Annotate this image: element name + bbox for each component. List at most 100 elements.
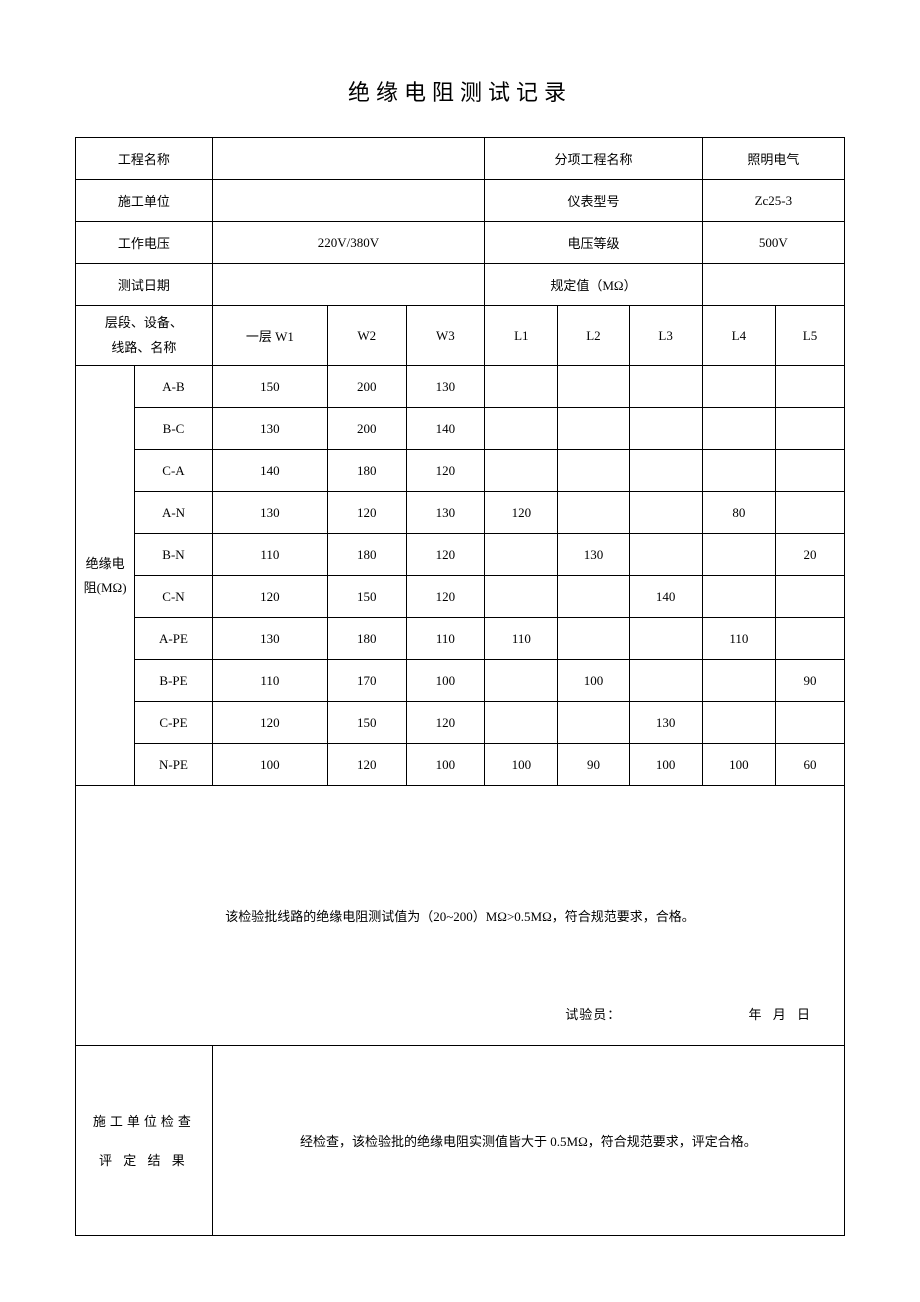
cell — [558, 618, 629, 660]
contractor-value — [212, 180, 484, 222]
cell: 130 — [629, 702, 702, 744]
data-row: A-N 130 120 130 120 80 — [76, 492, 845, 534]
eval-left-line1: 施工单位检查 — [84, 1102, 204, 1141]
cell — [485, 576, 558, 618]
col-w2: W2 — [327, 306, 406, 366]
eval-left-line2: 评 定 结 果 — [84, 1141, 204, 1180]
cell: 130 — [212, 618, 327, 660]
cell — [485, 702, 558, 744]
cell: 180 — [327, 534, 406, 576]
cell: 110 — [212, 534, 327, 576]
cell: 100 — [406, 744, 485, 786]
row-header-line2: 线路、名称 — [76, 336, 212, 361]
cell: 120 — [212, 576, 327, 618]
cell — [775, 702, 844, 744]
cell: 120 — [485, 492, 558, 534]
test-date-label: 测试日期 — [76, 264, 213, 306]
resistance-group-label: 绝缘电阻(MΩ) — [76, 366, 135, 786]
cell — [775, 408, 844, 450]
cell — [702, 366, 775, 408]
spec-value-label: 规定值（MΩ） — [485, 264, 703, 306]
voltage-class-label: 电压等级 — [485, 222, 703, 264]
cell: 120 — [406, 534, 485, 576]
data-row: C-A 140 180 120 — [76, 450, 845, 492]
cell: 130 — [558, 534, 629, 576]
cell — [485, 408, 558, 450]
col-w3: W3 — [406, 306, 485, 366]
cell — [629, 492, 702, 534]
cell: 180 — [327, 450, 406, 492]
cell: 100 — [702, 744, 775, 786]
cell: 100 — [558, 660, 629, 702]
cell — [558, 450, 629, 492]
row-label: A-N — [135, 492, 213, 534]
row-label: B-PE — [135, 660, 213, 702]
data-row: C-PE 120 150 120 130 — [76, 702, 845, 744]
row-label: A-B — [135, 366, 213, 408]
spec-value-value — [702, 264, 844, 306]
cell: 120 — [406, 702, 485, 744]
cell — [775, 366, 844, 408]
data-row: N-PE 100 120 100 100 90 100 100 60 — [76, 744, 845, 786]
note-text: 该检验批线路的绝缘电阻测试值为（20~200）MΩ>0.5MΩ，符合规范要求，合… — [225, 909, 695, 924]
evaluation-text: 经检查，该检验批的绝缘电阻实测值皆大于 0.5MΩ，符合规范要求，评定合格。 — [212, 1046, 844, 1236]
row-label: N-PE — [135, 744, 213, 786]
data-row: B-C 130 200 140 — [76, 408, 845, 450]
row-header-label: 层段、设备、 线路、名称 — [76, 306, 213, 366]
cell — [485, 660, 558, 702]
cell — [629, 660, 702, 702]
cell: 150 — [327, 702, 406, 744]
cell: 120 — [406, 576, 485, 618]
cell: 120 — [327, 492, 406, 534]
cell — [629, 534, 702, 576]
cell: 130 — [212, 492, 327, 534]
document-title: 绝缘电阻测试记录 — [75, 75, 845, 107]
evaluation-row: 施工单位检查 评 定 结 果 经检查，该检验批的绝缘电阻实测值皆大于 0.5MΩ… — [76, 1046, 845, 1236]
cell: 130 — [406, 492, 485, 534]
cell — [702, 534, 775, 576]
tester-label: 试验员： — [565, 1007, 621, 1022]
cell — [629, 450, 702, 492]
cell — [775, 576, 844, 618]
sub-project-value: 照明电气 — [702, 138, 844, 180]
cell — [485, 450, 558, 492]
project-name-label: 工程名称 — [76, 138, 213, 180]
row-label: A-PE — [135, 618, 213, 660]
cell: 180 — [327, 618, 406, 660]
data-row: A-PE 130 180 110 110 110 — [76, 618, 845, 660]
project-name-value — [212, 138, 484, 180]
col-w1: 一层 W1 — [212, 306, 327, 366]
note-row: 该检验批线路的绝缘电阻测试值为（20~200）MΩ>0.5MΩ，符合规范要求，合… — [76, 786, 845, 1046]
signature-line: 试验员： 年 月 日 — [565, 1004, 814, 1023]
cell: 140 — [629, 576, 702, 618]
cell: 60 — [775, 744, 844, 786]
data-row: C-N 120 150 120 140 — [76, 576, 845, 618]
cell — [485, 366, 558, 408]
cell: 100 — [629, 744, 702, 786]
page: 绝缘电阻测试记录 工程名称 分项工程名称 照明电气 施工单位 仪表型号 Zc25… — [0, 0, 920, 1302]
cell: 200 — [327, 366, 406, 408]
cell: 100 — [406, 660, 485, 702]
cell: 90 — [775, 660, 844, 702]
row-label: B-N — [135, 534, 213, 576]
header-row-1: 工程名称 分项工程名称 照明电气 — [76, 138, 845, 180]
cell — [702, 576, 775, 618]
cell: 130 — [212, 408, 327, 450]
cell: 120 — [327, 744, 406, 786]
row-label: C-A — [135, 450, 213, 492]
header-row-2: 施工单位 仪表型号 Zc25-3 — [76, 180, 845, 222]
cell — [702, 408, 775, 450]
cell — [558, 576, 629, 618]
col-l5: L5 — [775, 306, 844, 366]
cell: 110 — [212, 660, 327, 702]
cell: 100 — [212, 744, 327, 786]
cell — [775, 492, 844, 534]
header-row-4: 测试日期 规定值（MΩ） — [76, 264, 845, 306]
sub-project-label: 分项工程名称 — [485, 138, 703, 180]
note-cell: 该检验批线路的绝缘电阻测试值为（20~200）MΩ>0.5MΩ，符合规范要求，合… — [76, 786, 845, 1046]
cell: 20 — [775, 534, 844, 576]
meter-model-label: 仪表型号 — [485, 180, 703, 222]
cell — [629, 366, 702, 408]
working-voltage-label: 工作电压 — [76, 222, 213, 264]
cell: 130 — [406, 366, 485, 408]
